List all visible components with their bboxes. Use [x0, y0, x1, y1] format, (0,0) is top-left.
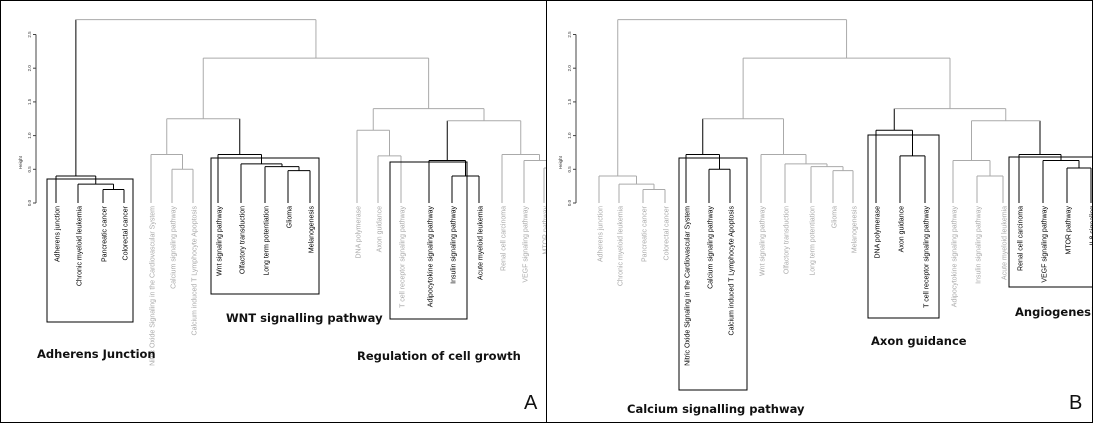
leaf-label: IL8 signaling	[1090, 206, 1093, 245]
leaf-label: Adherens junction	[55, 206, 62, 262]
leaf-label: Axon guidance	[899, 206, 906, 252]
leaf-label: Melanogenesis	[852, 206, 859, 254]
leaf-label: VEGF signaling pathway	[1042, 206, 1049, 283]
cluster-caption-calcium-signalling: Calcium signalling pathway	[627, 402, 805, 416]
leaf-label: Glioma	[287, 206, 294, 228]
dendrogram-plot-b: Adherens junction Chronic myeloid leukemi…	[558, 19, 1093, 391]
leaf-label: DNA polymerase	[356, 206, 363, 259]
leaf-label: Renal cell carcinoma	[501, 206, 508, 271]
leaf-label: Colorectal cancer	[123, 205, 130, 260]
leaf-label: Wnt signaling pathway	[760, 206, 767, 277]
cluster-box-adherens-junction	[46, 178, 134, 323]
leaf-label: Acute myeloid leukemia	[1002, 206, 1009, 280]
leaf-label: T cell receptor signaling pathway	[924, 206, 931, 308]
y-tick-label: 2.0	[27, 65, 32, 72]
leaf-label: DNA polymerase	[875, 206, 882, 259]
leaf-label: Calcium signaling pathway	[708, 206, 715, 289]
cluster-caption-regulation-cell-growth: Regulation of cell growth	[357, 349, 521, 363]
cluster-caption-adherens-junction: Adherens Junction	[37, 347, 156, 361]
panel-letter-a: A	[524, 392, 538, 414]
y-tick-label: 0.0	[27, 199, 32, 206]
leaf-label: Calcium signaling pathway	[171, 206, 178, 289]
leaf-label: Adipocytokine signaling pathway	[428, 206, 435, 308]
y-tick-label: 2.5	[567, 31, 572, 38]
leaf-label: Insulin signaling pathway	[976, 206, 983, 284]
y-tick-label: 1.0	[567, 132, 572, 139]
y-tick-label: 1.5	[567, 98, 572, 105]
cluster-box-axon-guidance	[867, 134, 940, 319]
y-tick-label: 0.5	[27, 166, 32, 173]
leaf-label: Nitric Oxide Signaling in the Cardiovasc…	[685, 206, 692, 366]
y-axis-label: Height	[18, 155, 23, 169]
leaf-label: Axon guidance	[377, 206, 384, 252]
panel-divider	[546, 0, 547, 423]
leaf-label: Long term potentiation	[810, 206, 817, 276]
leaf-label: Glioma	[832, 206, 839, 228]
cluster-box-regulation-cell-growth	[389, 161, 468, 320]
leaf-label: Adipocytokine signaling pathway	[952, 206, 959, 308]
leaf-label: VEGF signaling pathway	[523, 206, 530, 283]
leaf-label: Wnt signaling pathway	[217, 206, 224, 277]
leaf-label: Acute myeloid leukemia	[478, 206, 485, 280]
cluster-box-angiogenesis	[1008, 156, 1093, 288]
y-tick-label: 1.5	[27, 98, 32, 105]
cluster-caption-angiogenesis: Angiogenesis	[1015, 305, 1093, 319]
y-tick-label: 0.0	[567, 199, 572, 206]
leaf-label: Olfactory transduction	[784, 206, 791, 274]
dendrogram-panel-b: Adherens junction Chronic myeloid leukemi…	[547, 0, 1093, 423]
cluster-box-calcium-signalling	[678, 157, 748, 391]
panel-letter-b: B	[1069, 392, 1083, 414]
leaf-label: T cell receptor signaling pathway	[400, 206, 407, 308]
leaf-label: Renal cell carcinoma	[1018, 206, 1025, 271]
y-axis-label: Height	[558, 155, 563, 169]
y-tick-label: 2.5	[27, 31, 32, 38]
y-tick-label: 1.0	[27, 132, 32, 139]
leaf-label: Olfactory transduction	[240, 206, 247, 274]
leaf-label: Adherens junction	[598, 206, 605, 262]
y-tick-label: 0.5	[567, 166, 572, 173]
y-tick-label: 2.0	[567, 65, 572, 72]
leaf-label: Chronic myeloid leukemia	[77, 206, 84, 286]
cluster-box-wnt-signalling	[210, 157, 320, 295]
leaf-label: Insulin signaling pathway	[451, 206, 458, 284]
leaf-label: Colorectal cancer	[664, 205, 671, 260]
leaf-label: Long term potentiation	[264, 206, 271, 276]
leaf-label: Chronic myeloid leukemia	[618, 206, 625, 286]
dendrogram-panel-a: Adherens junction Chronic myeloid leukemi…	[0, 0, 572, 423]
leaf-label: Nitric Oxide Signaling in the Cardiovasc…	[150, 206, 157, 366]
leaf-label: Pancreatic cancer	[642, 205, 649, 262]
leaf-label: MTOR pathway	[1066, 206, 1073, 255]
leaf-label: Pancreatic cancer	[102, 205, 109, 262]
leaf-label: Calcium induced T Lymphocyte Apoptosis	[729, 206, 736, 336]
cluster-caption-axon-guidance: Axon guidance	[871, 334, 967, 348]
leaf-label: Melanogenesis	[309, 206, 316, 254]
cluster-caption-wnt-signalling: WNT signalling pathway	[226, 311, 383, 325]
leaf-label: Calcium induced T Lymphocyte Apoptosis	[192, 206, 199, 336]
